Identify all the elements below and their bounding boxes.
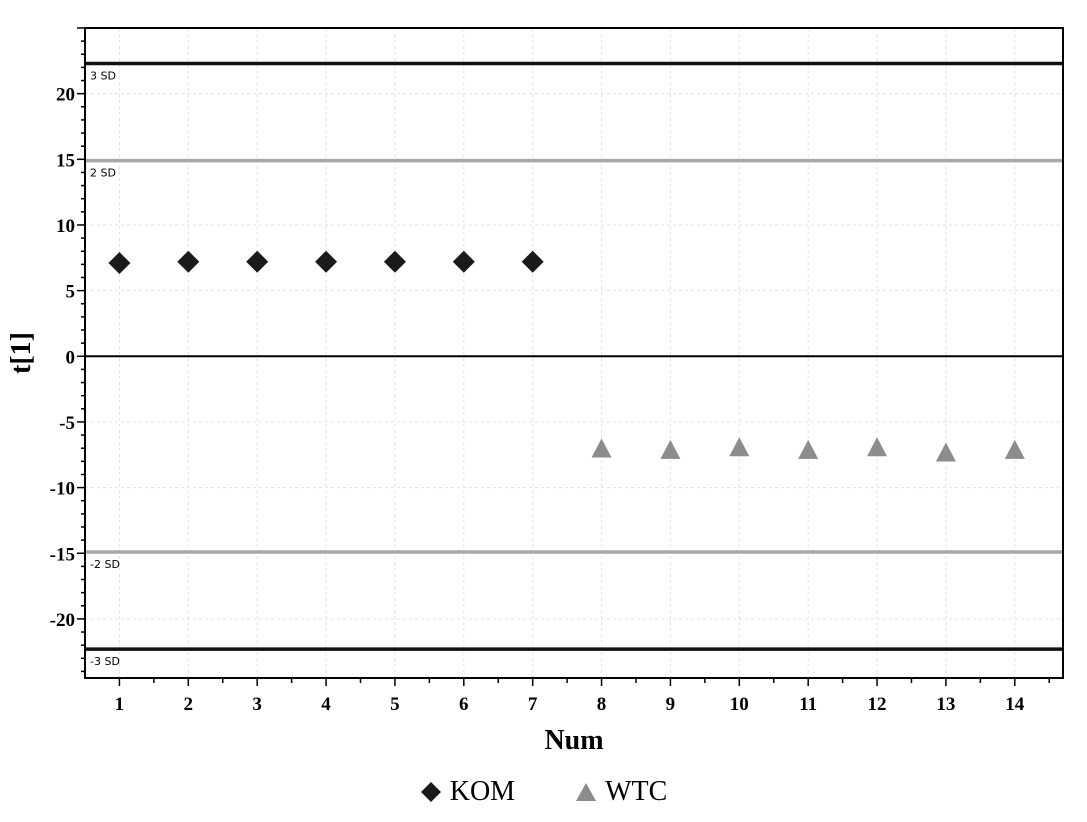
x-tick-label: 8 bbox=[597, 694, 607, 715]
x-tick-label: 10 bbox=[730, 694, 749, 715]
data-point-kom bbox=[452, 250, 475, 273]
x-tick-label: 14 bbox=[1005, 694, 1025, 715]
reference-line-label: 3 SD bbox=[90, 69, 116, 82]
x-tick-label: 13 bbox=[936, 694, 955, 715]
legend: KOM WTC bbox=[0, 772, 1087, 812]
x-tick-label: 5 bbox=[390, 694, 400, 715]
data-point-wtc bbox=[1004, 439, 1025, 459]
reference-line-label: -2 SD bbox=[90, 558, 120, 571]
reference-line-label: -3 SD bbox=[90, 655, 120, 668]
data-point-wtc bbox=[867, 437, 888, 457]
data-point-kom bbox=[315, 250, 338, 273]
x-axis-title: Num bbox=[544, 725, 603, 756]
x-tick-label: 9 bbox=[666, 694, 676, 715]
x-tick-label: 7 bbox=[528, 694, 538, 715]
grid bbox=[85, 28, 1063, 678]
data-point-wtc bbox=[729, 437, 750, 457]
y-tick-label: -15 bbox=[50, 544, 75, 565]
legend-item-wtc: WTC bbox=[575, 776, 667, 808]
data-point-kom bbox=[108, 252, 131, 275]
data-point-wtc bbox=[660, 439, 681, 459]
x-tick-label: 3 bbox=[252, 694, 262, 715]
y-tick-label: -10 bbox=[50, 479, 75, 500]
y-tick-label: 15 bbox=[56, 150, 75, 171]
data-point-kom bbox=[246, 250, 269, 273]
data-point-kom bbox=[521, 250, 544, 273]
legend-label-wtc: WTC bbox=[605, 776, 668, 807]
y-tick-label: 5 bbox=[66, 282, 76, 303]
reference-lines: 3 SD 2 SD -2 SD -3 SD bbox=[85, 61, 1063, 668]
data-point-wtc bbox=[935, 442, 956, 462]
data-point-wtc bbox=[798, 439, 819, 459]
y-tick-label: 0 bbox=[66, 347, 76, 368]
y-tick-label: 10 bbox=[56, 216, 75, 237]
x-tick-label: 2 bbox=[184, 694, 194, 715]
y-tick-label: -20 bbox=[50, 610, 75, 631]
x-tick-label: 12 bbox=[868, 694, 887, 715]
data-points bbox=[108, 250, 1025, 462]
y-axis-title: t[1] bbox=[6, 332, 37, 374]
data-point-wtc bbox=[591, 438, 612, 458]
legend-label-kom: KOM bbox=[449, 776, 516, 807]
x-tick-label: 1 bbox=[115, 694, 125, 715]
y-tick-label: 20 bbox=[56, 85, 75, 106]
x-tick-label: 6 bbox=[459, 694, 469, 715]
y-tick-label: -5 bbox=[59, 413, 75, 434]
x-tick-label: 11 bbox=[799, 694, 817, 715]
legend-item-kom: KOM bbox=[420, 776, 515, 808]
diamond-icon bbox=[420, 782, 441, 802]
data-point-kom bbox=[177, 250, 200, 273]
x-tick-label: 4 bbox=[321, 694, 331, 715]
plot-frame bbox=[84, 27, 1064, 679]
reference-line-label: 2 SD bbox=[90, 167, 116, 180]
triangle-icon bbox=[576, 783, 597, 801]
data-point-kom bbox=[383, 250, 406, 273]
